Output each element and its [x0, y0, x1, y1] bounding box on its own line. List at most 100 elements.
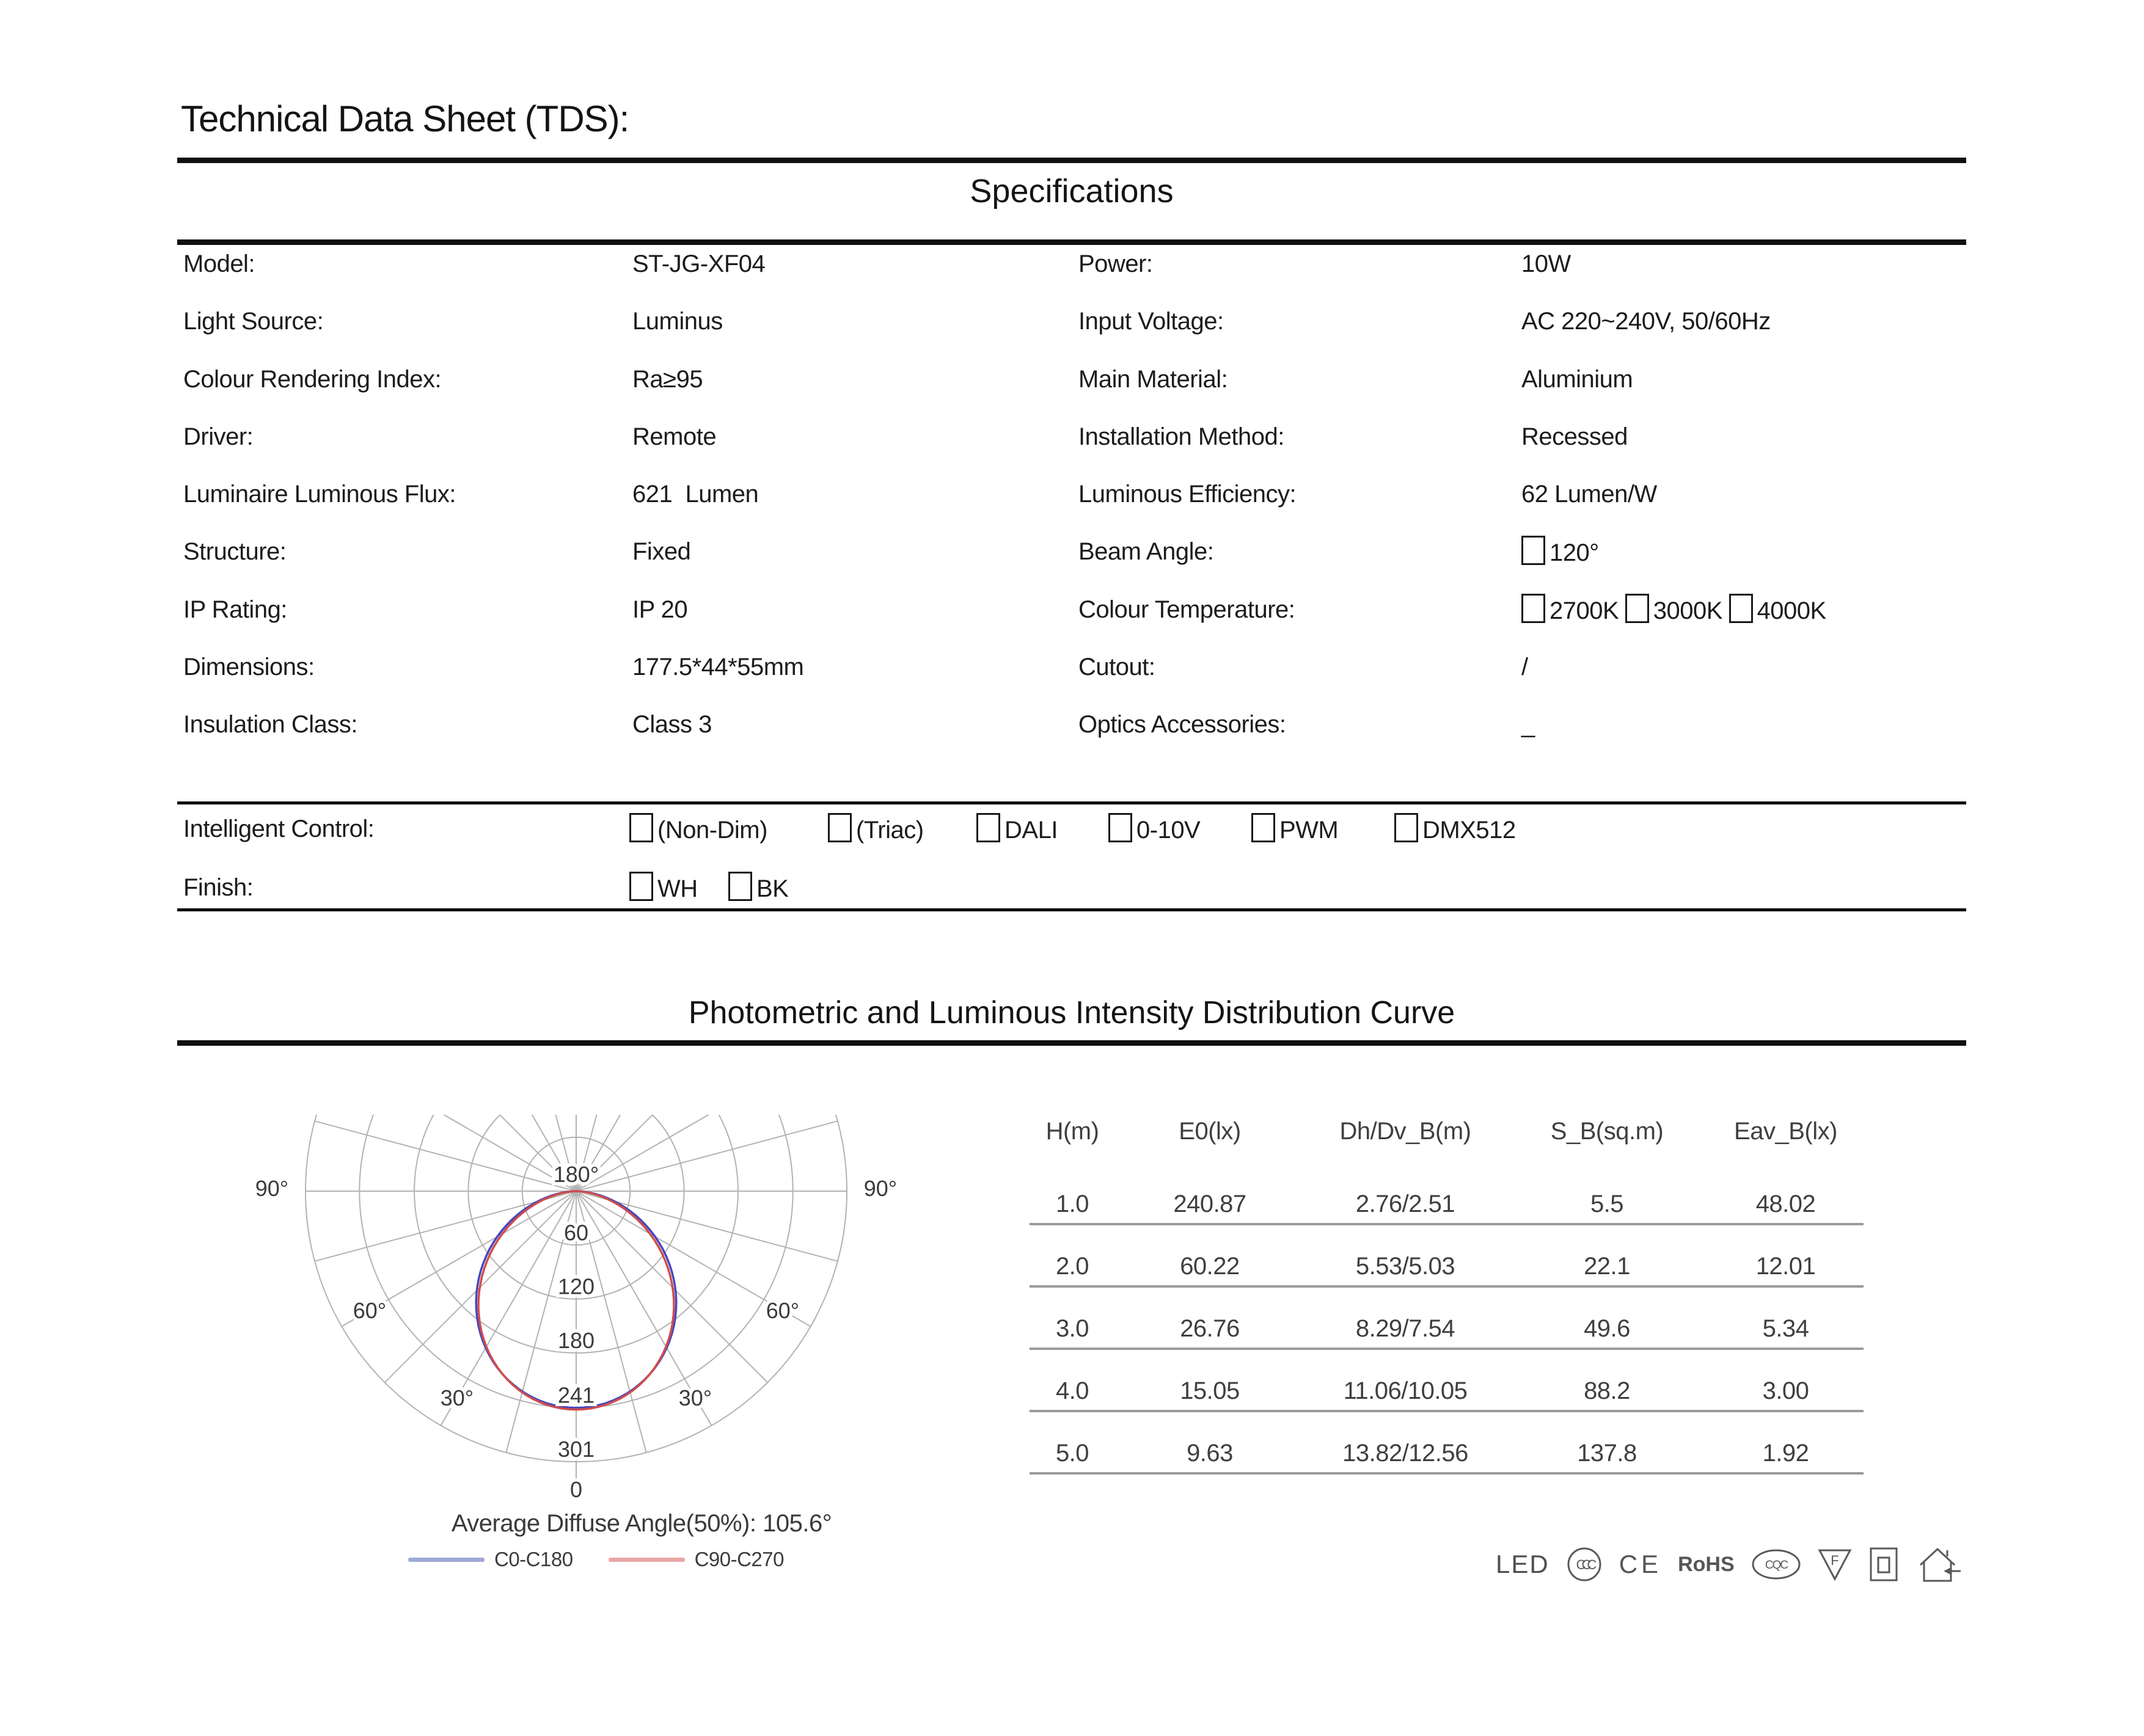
legend-swatch-c0-c180 [408, 1557, 485, 1562]
table-header-cell: E0(lx) [1179, 1118, 1241, 1145]
chart-angle-label: 90° [255, 1176, 288, 1201]
control-option: PWM [1251, 813, 1339, 846]
rohs-label: RoHS [1678, 1552, 1735, 1576]
spec-label: Dimensions: [183, 654, 315, 680]
ce-mark: CE [1619, 1550, 1663, 1578]
chart-angle-label: 60° [766, 1298, 799, 1323]
spec-label: Colour Temperature: [1078, 596, 1295, 623]
table-cell: 22.1 [1584, 1253, 1630, 1280]
table-cell: 5.53/5.03 [1355, 1253, 1455, 1280]
photometric-section-heading: Photometric and Luminous Intensity Distr… [688, 995, 1455, 1030]
divider-below-controls [177, 908, 1966, 911]
checkbox [1108, 813, 1132, 842]
page-title: Technical Data Sheet (TDS): [181, 98, 629, 139]
control-option: 0-10V [1108, 813, 1201, 846]
table-cell: 3.0 [1055, 1315, 1089, 1342]
spec-value: / [1521, 654, 1528, 680]
svg-text:F: F [1831, 1553, 1838, 1568]
table-cell: 1.92 [1762, 1440, 1809, 1467]
spec-value: Luminus [632, 308, 723, 335]
spec-value: Class 3 [632, 711, 712, 738]
average-diffuse-angle-caption: Average Diffuse Angle(50%): 105.6° [451, 1510, 832, 1537]
specifications-heading: Specifications [970, 173, 1174, 210]
table-cell: 60.22 [1180, 1253, 1240, 1280]
legend-label: C0-C180 [494, 1548, 573, 1570]
control-option: (Non-Dim) [629, 813, 767, 846]
chart-spoke [314, 1191, 577, 1262]
table-cell: 4.0 [1055, 1377, 1089, 1404]
table-row: 5.0 9.63 13.82/12.56 137.8 1.92 [1030, 1412, 1864, 1475]
checkbox [728, 872, 752, 901]
chart-spoke [442, 1115, 577, 1192]
checkbox [1729, 594, 1753, 623]
chart-curve-c0-c180 [475, 1190, 678, 1409]
spec-value: IP 20 [632, 596, 688, 623]
certification-icons: LED CCC CE RoHS CQC F [1496, 1544, 1962, 1585]
chart-spoke [576, 1191, 647, 1453]
control-option: DMX512 [1394, 813, 1516, 846]
chart-angle-label: 30° [679, 1385, 712, 1410]
table-cell: 26.76 [1180, 1315, 1240, 1342]
table-cell: 2.76/2.51 [1355, 1191, 1455, 1217]
spec-value: Fixed [632, 538, 691, 565]
svg-text:CCC: CCC [1576, 1557, 1597, 1572]
chart-spoke [505, 1191, 577, 1453]
photometric-table: H(m) E0(lx) Dh/Dv_B(m) S_B(sq.m) Eav_B(lx) 1.… [1030, 1111, 1864, 1475]
table-header-cell: Eav_B(lx) [1734, 1118, 1837, 1145]
spec-label: Optics Accessories: [1078, 711, 1286, 738]
chart-radial-label: 301 [558, 1437, 595, 1462]
cqc-mark: CQC [1752, 1549, 1801, 1580]
table-cell: 11.06/10.05 [1343, 1377, 1468, 1404]
table-cell: 2.0 [1055, 1253, 1089, 1280]
spec-label: Luminous Efficiency: [1078, 481, 1297, 508]
chart-radial-label: 180 [558, 1328, 595, 1353]
spec-value: Recessed [1521, 423, 1628, 450]
chart-spoke [576, 1115, 710, 1192]
chart-radial-label: 120 [558, 1274, 595, 1299]
table-row: 3.0 26.76 8.29/7.54 49.6 5.34 [1030, 1288, 1864, 1350]
spec-value: 120° [1521, 536, 1599, 569]
spec-label: Colour Rendering Index: [183, 366, 442, 393]
divider-top [177, 158, 1966, 163]
class-ii-insulation-icon [1870, 1547, 1898, 1581]
control-option: BK [728, 872, 789, 905]
chart-curve-c90-c270 [477, 1190, 675, 1411]
control-option: WH [629, 872, 698, 905]
checkbox [629, 872, 653, 901]
chart-spoke [499, 1115, 577, 1192]
legend-swatch-c90-c270 [608, 1557, 685, 1562]
chart-angle-label: 30° [441, 1385, 474, 1410]
chart-radial-label: 241 [558, 1383, 595, 1408]
control-option: (Triac) [828, 813, 924, 846]
spec-value: Remote [632, 423, 717, 450]
table-header-cell: H(m) [1045, 1118, 1099, 1145]
table-cell: 5.0 [1055, 1440, 1089, 1467]
spec-value: 62 Lumen/W [1521, 481, 1657, 508]
spec-label: Beam Angle: [1078, 538, 1214, 565]
checkbox [1251, 813, 1275, 842]
indoor-use-icon [1919, 1548, 1961, 1582]
chart-spoke [576, 1191, 811, 1327]
table-cell: 8.29/7.54 [1355, 1315, 1455, 1342]
chart-angle-label: 0 [570, 1477, 582, 1502]
table-cell: 137.8 [1577, 1440, 1637, 1467]
spec-value: Aluminium [1521, 366, 1633, 393]
chart-spoke [531, 1115, 577, 1192]
table-cell: 9.63 [1187, 1440, 1233, 1467]
spec-label: Structure: [183, 538, 287, 565]
chart-spoke [576, 1115, 621, 1192]
intelligent-control-label: Intelligent Control: [183, 815, 375, 842]
checkbox [976, 813, 1000, 842]
spec-label: Input Voltage: [1078, 308, 1224, 335]
spec-label: IP Rating: [183, 596, 287, 623]
table-row: 1.0 240.87 2.76/2.51 5.5 48.02 [1030, 1163, 1864, 1225]
spec-value: Ra≥95 [632, 366, 703, 393]
spec-value: 2700K 3000K 4000K [1521, 594, 1826, 627]
spec-label: Model: [183, 250, 255, 277]
chart-angle-label: 180° [554, 1162, 599, 1187]
checkbox [828, 813, 852, 842]
legend-item: C90-C270 [608, 1548, 785, 1571]
checkbox [1521, 594, 1545, 623]
spec-label: Driver: [183, 423, 254, 450]
